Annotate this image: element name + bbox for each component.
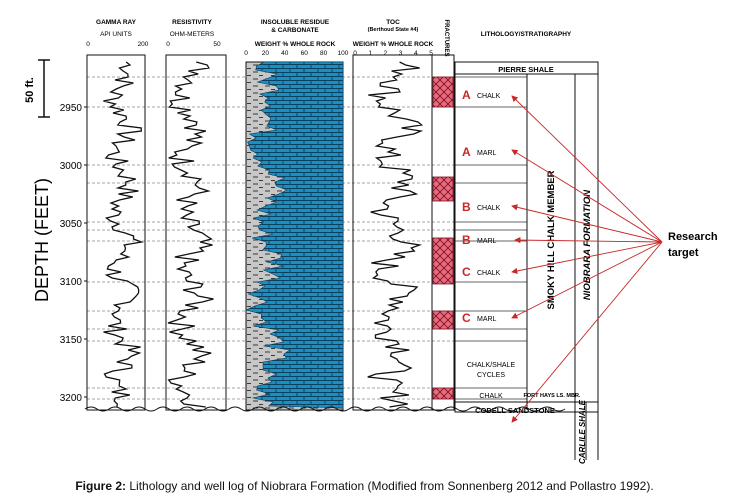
residue-title-2: & CARBONATE (271, 27, 319, 34)
residue-tick-label: 100 (338, 50, 349, 57)
unit-label: CHALK/SHALE (467, 362, 516, 369)
toc-tick-label: 5 (429, 50, 433, 57)
residue-units: WEIGHT % WHOLE ROCK (255, 41, 336, 48)
residue-tick-label: 80 (320, 50, 328, 57)
depth-tick-labels: 2950 3000 3050 3100 3150 3200 (60, 103, 87, 404)
toc-tick-label: 4 (414, 50, 418, 57)
toc-subtitle: (Berthoud State #4) (368, 27, 419, 33)
resistivity-max: 50 (213, 41, 221, 48)
lithology-column (455, 73, 599, 460)
gamma-min: 0 (86, 41, 90, 48)
unit-letter: A (462, 145, 471, 159)
research-target-label: Research target (668, 231, 721, 259)
unit-letter: C (462, 265, 471, 279)
unit-label: MARL (477, 150, 497, 157)
fractures-title: FRACTURES (443, 20, 449, 57)
unit-label: CHALK (477, 205, 501, 212)
residue-tick-label: 60 (301, 50, 309, 57)
lithology-title: LITHOLOGY/STRATIGRAPHY (481, 31, 572, 38)
unit-letter: B (462, 233, 471, 247)
unit-label: MARL (477, 238, 497, 245)
research-target-arrow (511, 241, 663, 423)
carbonate-fill (245, 61, 344, 409)
caption-text: Lithology and well log of Niobrara Forma… (126, 479, 654, 493)
toc-units: WEIGHT % WHOLE ROCK (353, 41, 434, 48)
depth-tick-label: 3100 (60, 277, 83, 288)
toc-curve (367, 61, 424, 408)
figure-caption: Figure 2: Lithology and well log of Niob… (0, 479, 729, 493)
depth-axis-title: DEPTH (FEET) (32, 178, 52, 302)
formation-label: NIOBRARA FORMATION (582, 189, 593, 300)
research-target-arrow (514, 236, 663, 244)
carlile-label: CARLILE SHALE (578, 399, 587, 464)
unit-letter: C (462, 311, 471, 325)
research-target-arrow (511, 95, 663, 243)
research-target-arrow (511, 241, 663, 319)
fracture-intervals (432, 76, 454, 400)
depth-tick-label: 3200 (60, 393, 83, 404)
residue-tick-label: 20 (262, 50, 270, 57)
resistivity-curve (167, 61, 214, 408)
unit-letter: A (462, 88, 471, 102)
toc-tick-label: 0 (353, 50, 357, 57)
unit-label: CYCLES (477, 372, 505, 379)
depth-tick-label: 3150 (60, 335, 83, 346)
unit-label: CHALK (479, 393, 503, 400)
resistivity-min: 0 (166, 41, 170, 48)
toc-tick-label: 2 (384, 50, 388, 57)
depth-tick-label: 3000 (60, 161, 83, 172)
residue-tick-label: 40 (281, 50, 289, 57)
research-target-arrow (511, 204, 663, 243)
toc-title: TOC (386, 19, 400, 26)
research-target-arrow (511, 241, 663, 275)
fort-hays-label: FORT HAYS LS. MBR. (524, 393, 581, 399)
unit-letter: B (462, 200, 471, 214)
gamma-ray-curve (103, 61, 144, 408)
unconformity-line (84, 406, 566, 412)
toc-tick-label: 3 (399, 50, 403, 57)
scale-bar: 50 ft. (24, 59, 50, 118)
gamma-max: 200 (138, 41, 149, 48)
resistivity-units: OHM-METERS (170, 31, 215, 38)
resistivity-title: RESISTIVITY (172, 19, 212, 26)
track-headers: GAMMA RAY API UNITS 0 200 RESISTIVITY OH… (86, 19, 572, 57)
residue-tick-labels: 0 20 40 60 80 100 (244, 50, 349, 57)
unit-label: CHALK (477, 270, 501, 277)
residue-title-1: INSOLUBLE RESIDUE (261, 19, 330, 26)
unit-label: CHALK (477, 93, 501, 100)
research-target-arrow (511, 149, 663, 243)
caption-bold: Figure 2: (75, 479, 127, 493)
unit-label: MARL (477, 316, 497, 323)
research-target-arrows (511, 95, 663, 423)
toc-tick-label: 1 (368, 50, 372, 57)
unit-label: PIERRE SHALE (498, 65, 553, 74)
depth-tick-label: 2950 (60, 103, 83, 114)
member-label: SMOKY HILL CHALK MEMBER (546, 170, 557, 309)
toc-tick-labels: 0 1 2 3 4 5 (353, 50, 433, 57)
gamma-title: GAMMA RAY (96, 19, 137, 26)
residue-tick-label: 0 (244, 50, 248, 57)
gamma-units: API UNITS (100, 31, 132, 38)
depth-tick-label: 3050 (60, 219, 83, 230)
scale-bar-label: 50 ft. (24, 77, 36, 103)
